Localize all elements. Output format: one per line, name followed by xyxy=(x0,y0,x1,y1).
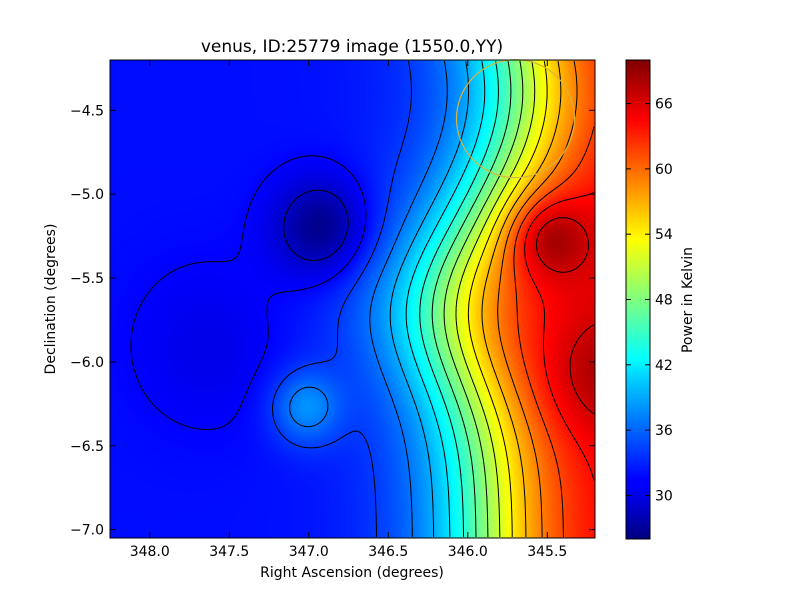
y-tick-label: −4.5 xyxy=(70,103,104,119)
y-tick-label: −5.0 xyxy=(70,187,104,203)
colorbar-tick-label: 30 xyxy=(655,488,673,504)
contour-line xyxy=(536,217,595,415)
y-tick-label: −6.5 xyxy=(70,439,104,455)
x-axis: 348.0 347.5 347.0 346.5 346.0 345.5 xyxy=(130,60,567,560)
x-tick-label: 345.5 xyxy=(527,544,567,560)
chart-title: venus, ID:25779 image (1550.0,YY) xyxy=(201,37,503,57)
contour-line xyxy=(272,60,412,537)
heatmap-image xyxy=(110,60,595,538)
contour-lines xyxy=(130,60,595,537)
x-tick-label: 348.0 xyxy=(130,544,170,560)
colorbar-tick-label: 54 xyxy=(655,227,673,243)
contour-line xyxy=(443,60,524,537)
contour-line xyxy=(130,155,367,430)
colorbar-tick-label: 36 xyxy=(655,423,673,439)
colorbar-tick-label: 60 xyxy=(655,162,673,178)
contour-line xyxy=(389,60,470,537)
contour-line xyxy=(467,60,548,537)
colorbar-label: Power in Kelvin xyxy=(680,247,696,353)
colorbar-ticks: 30 36 42 48 54 60 66 xyxy=(626,97,673,504)
y-tick-label: −7.0 xyxy=(70,523,104,539)
x-tick-label: 346.0 xyxy=(448,544,488,560)
colorbar-tick-label: 42 xyxy=(655,358,673,374)
contour-line xyxy=(289,61,448,537)
colorbar-tick-label: 66 xyxy=(655,97,673,113)
y-axis: −4.5 −5.0 −5.5 −6.0 −6.5 −7.0 xyxy=(70,103,595,539)
x-tick-label: 347.0 xyxy=(289,544,329,560)
contour-line xyxy=(283,189,349,261)
contour-line xyxy=(405,60,486,537)
y-axis-label: Declination (degrees) xyxy=(43,224,59,375)
x-axis-label: Right Ascension (degrees) xyxy=(260,565,444,581)
contour-line xyxy=(524,191,595,481)
contour-line xyxy=(497,60,578,537)
y-tick-label: −5.5 xyxy=(70,271,104,287)
contour-line xyxy=(431,60,512,537)
contour-line xyxy=(481,60,562,537)
colorbar: 30 36 42 48 54 60 66 Power in Kelvin xyxy=(625,59,696,540)
contour-line xyxy=(419,60,499,537)
x-tick-label: 346.5 xyxy=(368,544,408,560)
x-tick-label: 347.5 xyxy=(209,544,249,560)
contour-line xyxy=(513,126,595,537)
y-tick-label: −6.0 xyxy=(70,355,104,371)
plot-frame xyxy=(109,59,596,539)
colorbar-tick-label: 48 xyxy=(655,293,673,309)
plot-area xyxy=(109,59,596,539)
